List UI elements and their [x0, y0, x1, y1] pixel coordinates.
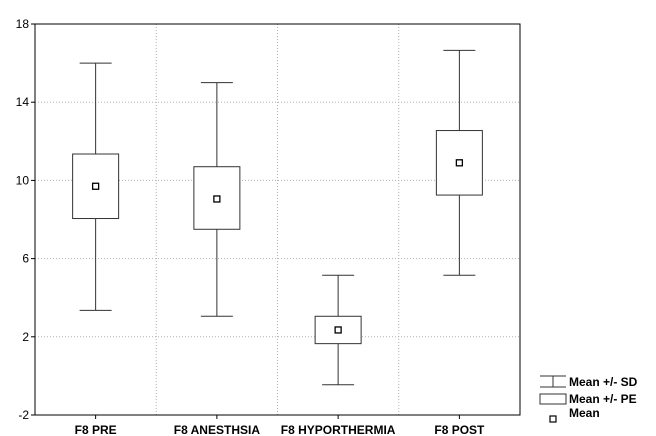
mean-marker — [455, 159, 464, 167]
y-tick-label: -2 — [18, 408, 29, 422]
y-axis: -2 2 6 10 14 18 — [16, 17, 35, 422]
category-label: F8 PRE — [75, 423, 117, 436]
y-tick-label: 6 — [22, 252, 29, 266]
mean-marker — [91, 182, 100, 190]
grid — [35, 24, 520, 415]
category-label: F8 POST — [434, 423, 485, 436]
x-axis: F8 PRE F8 ANESTHSIA F8 HYPORTHERMIA F8 POST — [75, 415, 485, 436]
mean-marker — [213, 195, 221, 203]
plot-area-frame — [34, 23, 521, 416]
mean-marker — [334, 326, 342, 334]
category-label: F8 HYPORTHERMIA — [281, 423, 396, 436]
legend-label-sd: Mean +/- SD — [569, 375, 638, 389]
box-group — [314, 274, 362, 386]
y-tick-label: 18 — [16, 17, 30, 31]
legend-pe-icon — [539, 393, 567, 405]
box-group — [72, 62, 120, 311]
category-label: F8 ANESTHSIA — [174, 423, 261, 436]
y-tick-label: 2 — [22, 330, 29, 344]
y-tick-label: 10 — [16, 173, 30, 187]
legend-mean-icon — [549, 415, 557, 423]
box-group — [193, 82, 241, 317]
legend-label-pe: Mean +/- PE — [569, 392, 637, 406]
y-tick-label: 14 — [16, 95, 30, 109]
box-group — [435, 49, 483, 276]
boxes — [72, 49, 483, 386]
legend-label-mean: Mean — [569, 406, 600, 420]
